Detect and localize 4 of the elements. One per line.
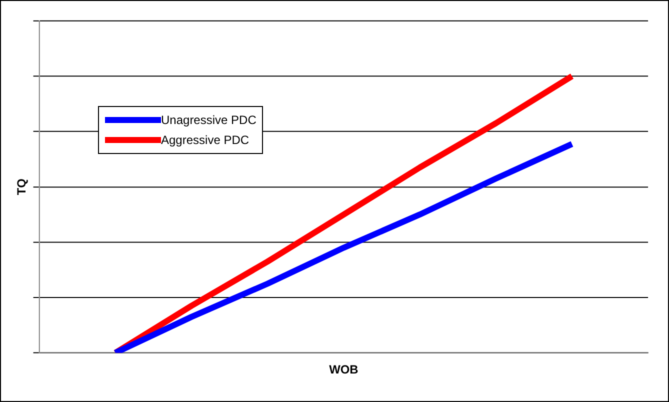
legend-label: Unagressive PDC (161, 113, 256, 127)
y-axis-title: TQ (14, 178, 28, 196)
x-axis-title: WOB (329, 362, 359, 376)
legend-label: Aggressive PDC (161, 133, 250, 147)
